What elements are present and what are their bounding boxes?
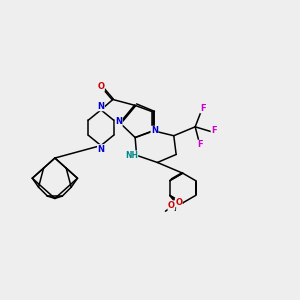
Text: F: F (198, 140, 203, 149)
Text: O: O (175, 198, 182, 207)
Text: N: N (115, 117, 122, 126)
Text: NH: NH (125, 151, 138, 160)
Text: O: O (168, 201, 175, 210)
Text: N: N (98, 102, 104, 111)
Text: F: F (211, 126, 217, 135)
Text: F: F (200, 104, 206, 113)
Text: N: N (98, 145, 104, 154)
Text: O: O (98, 82, 104, 91)
Text: N: N (151, 126, 158, 135)
